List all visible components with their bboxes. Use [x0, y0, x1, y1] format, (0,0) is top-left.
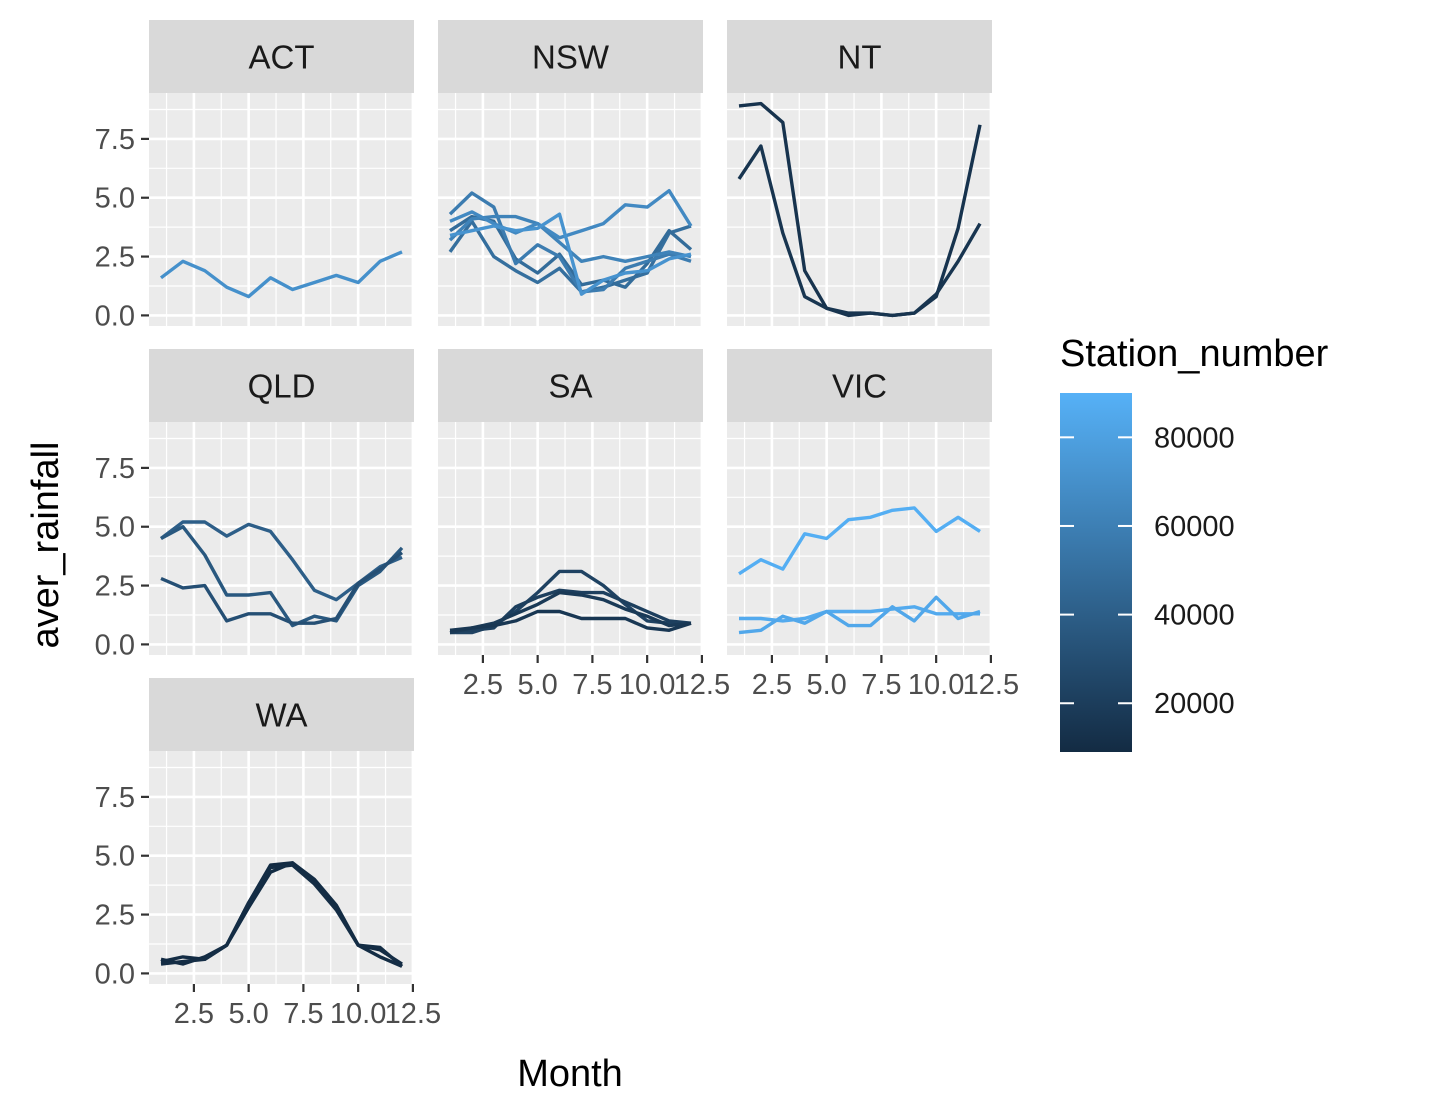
y-tick-label: 0.0	[95, 300, 135, 332]
x-tick-label: 7.5	[283, 998, 323, 1030]
facet-strip	[149, 349, 414, 422]
y-tick-label: 0.0	[95, 629, 135, 661]
facet-strip-label: VIC	[832, 368, 887, 405]
x-tick-label: 10.0	[330, 998, 386, 1030]
facet-strip-label: NT	[838, 39, 882, 76]
y-tick-label: 2.5	[95, 242, 135, 274]
series-line	[449, 212, 692, 296]
facet-strip	[727, 20, 992, 93]
series-line	[160, 525, 404, 628]
facet-strip-label: SA	[548, 368, 592, 405]
color-legend: Station_number 20000 40000 60000 80000	[1060, 333, 1329, 752]
y-tick-label: 0.0	[95, 958, 135, 990]
x-tick-label: 10.0	[619, 669, 675, 701]
facet-strip-label: WA	[256, 697, 308, 734]
x-tick-label: 7.5	[572, 669, 612, 701]
series-line	[449, 188, 693, 240]
y-tick-label: 2.5	[95, 900, 135, 932]
x-tick-label: 2.5	[752, 669, 792, 701]
facet-strip-label: QLD	[248, 368, 316, 405]
x-tick-label: 12.5	[674, 669, 730, 701]
series-line	[160, 551, 404, 625]
y-tick-label: 2.5	[95, 571, 135, 603]
series-line	[448, 219, 692, 294]
facet-panel-nt: NT	[727, 20, 993, 326]
facet-panel-qld: QLD 0.0 2.5 5.0 7.5	[95, 349, 415, 661]
x-tick-label: 2.5	[463, 669, 503, 701]
series-line	[449, 590, 692, 635]
series-line	[737, 144, 982, 318]
x-tick-label: 12.5	[963, 669, 1019, 701]
colorbar-label: 60000	[1154, 511, 1235, 543]
panel-background	[149, 93, 414, 326]
colorbar-label: 20000	[1154, 688, 1235, 720]
facet-strip	[149, 678, 414, 751]
x-axis-title: Month	[517, 1053, 623, 1095]
colorbar-label: 40000	[1154, 600, 1235, 632]
panel-background	[727, 93, 992, 326]
facet-panel-vic: VIC 2.5 5.0 7.5 10.012.5	[727, 349, 1019, 701]
y-tick-label: 7.5	[95, 782, 135, 814]
facet-panel-sa: SA 2.5 5.0 7.5 10.012.5	[438, 349, 730, 701]
facet-strip	[149, 20, 414, 93]
x-tick-label: 5.0	[228, 998, 268, 1030]
series-line	[738, 506, 981, 576]
series-line	[160, 863, 404, 968]
panel-background	[438, 93, 703, 326]
series-line	[449, 609, 692, 632]
y-axis-title: aver_rainfall	[25, 442, 67, 649]
x-tick-label: 5.0	[806, 669, 846, 701]
series-line	[448, 191, 692, 294]
y-tick-label: 5.0	[95, 512, 135, 544]
x-tick-label: 10.0	[908, 669, 964, 701]
facet-panel-act: ACT 0.0 2.5 5.0 7.5	[95, 20, 415, 332]
facet-panel-wa: WA0.02.55.07.52.5 5.0 7.5 10.012.5	[95, 678, 441, 1030]
series-line	[738, 595, 981, 635]
colorbar	[1060, 393, 1132, 752]
facet-strip-label: NSW	[532, 39, 610, 76]
facet-strip-label: ACT	[249, 39, 315, 76]
y-tick-label: 5.0	[95, 841, 135, 873]
x-tick-label: 12.5	[385, 998, 441, 1030]
series-line	[450, 588, 692, 632]
x-tick-label: 2.5	[174, 998, 214, 1030]
y-tick-label: 7.5	[95, 124, 135, 156]
x-tick-label: 5.0	[517, 669, 557, 701]
facet-panel-nsw: NSW	[438, 20, 704, 326]
facet-panels: ACT 0.0 2.5 5.0 7.5 NSW NT QLD 0.0 2.5 5.0 7.5 SA 2.5…	[95, 20, 1019, 1030]
facet-strip	[727, 349, 992, 422]
colorbar-label: 80000	[1154, 422, 1235, 454]
series-line	[159, 250, 403, 299]
facet-strip	[438, 349, 703, 422]
y-tick-label: 5.0	[95, 183, 135, 215]
legend-title: Station_number	[1060, 333, 1329, 375]
y-tick-label: 7.5	[95, 453, 135, 485]
x-tick-label: 7.5	[861, 669, 901, 701]
facet-strip	[438, 20, 703, 93]
